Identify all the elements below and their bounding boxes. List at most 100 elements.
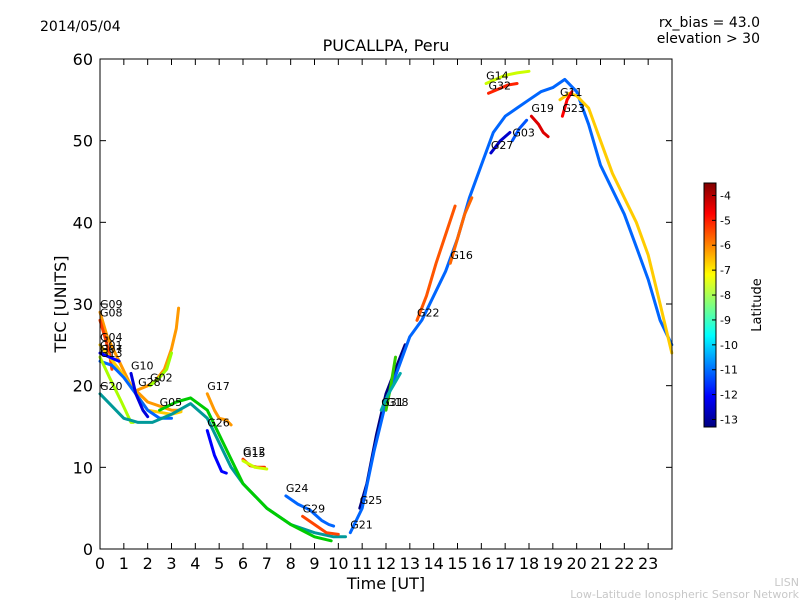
x-tick-label: 8 [286,554,296,573]
series-line-g32 [487,82,519,95]
prn-label-g16: G16 [450,249,473,262]
colorbar-tick-label: -9 [720,314,731,327]
x-tick-label: 14 [423,554,443,573]
colorbar-tick-label: -11 [720,364,738,377]
colorbar-tick-label: -4 [720,189,731,202]
prn-label-g08: G08 [100,306,123,319]
series-line-g02 [148,351,173,388]
y-tick-label: 0 [83,540,93,559]
prn-label-g19: G19 [531,102,554,115]
x-tick-label: 10 [328,554,348,573]
series-line-g15 [241,459,269,471]
series-line-g22 [415,204,457,322]
colorbar-tick-label: -7 [720,264,731,277]
rx-bias-label: rx_bias = 43.0 [659,15,760,31]
prn-label-g22: G22 [417,306,440,319]
series-line-g31 [379,371,402,412]
series-line-g18 [384,355,397,412]
x-tick-label: 7 [262,554,272,573]
y-tick-label: 60 [73,50,93,69]
series-line-g27 [489,131,512,155]
prn-label-g20: G20 [100,380,123,393]
colorbar-tick-label: -5 [720,214,731,227]
prn-label-g29: G29 [303,502,326,515]
prn-label-g18: G18 [386,396,409,409]
prn-label-g27: G27 [491,139,514,152]
prn-label-g01: G01 [100,339,123,352]
series-line-g03 [510,118,529,143]
colorbar-tick-label: -12 [720,389,738,402]
series-line-g21 [348,77,674,535]
watermark-line2: Low-Latitude Ionospheric Sensor Network [570,588,799,600]
y-ticks: 0 10 20 30 40 50 60 [73,50,672,559]
plot-frame [99,58,673,550]
y-tick-label: 30 [73,295,93,314]
prn-label-g14: G14 [486,70,509,83]
x-tick-label: 17 [495,554,515,573]
series-line-g23 [560,90,574,118]
series-line-g20 [98,392,347,539]
x-tick-label: 13 [400,554,420,573]
x-tick-label: 19 [543,554,563,573]
colorbar: -4 -5 -6 -7 -8 -9 -10 -11 -12 -13 Latitude [703,182,765,428]
y-tick-label: 20 [73,377,93,396]
watermark-line1: LISN [774,576,799,589]
prn-label-g09: G09 [100,298,123,311]
series-line-g26 [205,429,228,475]
x-ticks: 0 1 2 3 4 5 6 7 8 9 10 11 12 13 14 15 16 17 18 19 20 21 22 23 [95,59,658,573]
colorbar-tick-label: -8 [720,289,731,302]
date-label: 2014/05/04 [40,19,121,35]
series-line-g29 [301,514,340,536]
series-layer [98,69,674,543]
prn-label-g24: G24 [286,482,309,495]
prn-label-g03: G03 [512,127,535,140]
prn-label-g32: G32 [488,79,511,92]
x-tick-label: 6 [238,554,248,573]
y-tick-label: 40 [73,213,93,232]
x-tick-label: 0 [95,554,105,573]
series-line-g05 [158,396,333,543]
series-line-g11 [558,91,674,355]
x-tick-label: 9 [309,554,319,573]
series-line-g08 [98,318,114,371]
series-line-g28 [136,306,181,392]
x-tick-label: 2 [143,554,153,573]
colorbar-tick-label: -10 [720,339,738,352]
colorbar-ticks: -4 -5 -6 -7 -8 -9 -10 -11 -12 -13 [712,189,738,427]
prn-label-g04: G04 [100,331,123,344]
corner-header: 2014/05/04 rx_bias = 43.0 elevation > 30 [40,15,760,47]
x-tick-label: 3 [166,554,176,573]
series-line-g17 [205,392,233,427]
series-line-g14 [484,69,531,85]
x-tick-label: 11 [352,554,372,573]
series-line-g19 [529,114,550,139]
x-axis-label: Time [UT] [346,574,425,593]
prn-label-g28: G28 [138,376,161,389]
y-tick-label: 10 [73,458,93,477]
prn-label-g02: G02 [150,372,173,385]
series-line-g01 [98,351,121,363]
chart-title: PUCALLPA, Peru [323,36,450,55]
prn-label-g17: G17 [207,380,230,393]
colorbar-label: Latitude [750,278,765,332]
prn-label-g12: G12 [243,445,266,458]
prn-label-g31: G31 [381,396,404,409]
prn-label-g25: G25 [360,494,383,507]
prn-label-g10: G10 [131,359,154,372]
colorbar-tick-label: -13 [720,414,738,427]
x-tick-label: 4 [190,554,200,573]
prn-label-g13: G13 [100,347,123,360]
series-line-g24 [284,494,336,528]
x-tick-label: 20 [566,554,586,573]
x-tick-label: 18 [519,554,539,573]
colorbar-tick-label: -6 [720,239,731,252]
x-tick-label: 21 [590,554,610,573]
x-tick-label: 12 [376,554,396,573]
x-tick-label: 22 [614,554,634,573]
y-tick-label: 50 [73,132,93,151]
y-axis-label: TEC [UNITS] [51,256,70,354]
x-tick-label: 5 [214,554,224,573]
series-line-g16 [448,196,474,265]
